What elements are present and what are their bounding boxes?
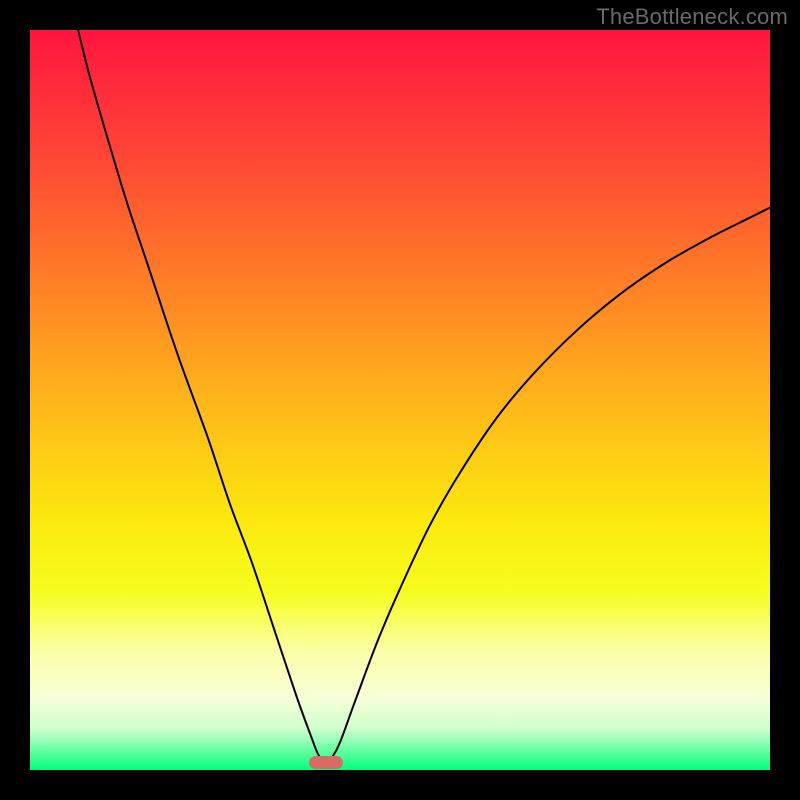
bottleneck-curve	[30, 30, 770, 770]
vertex-marker	[309, 756, 342, 769]
watermark-text: TheBottleneck.com	[596, 4, 788, 30]
plot-area	[30, 30, 770, 770]
